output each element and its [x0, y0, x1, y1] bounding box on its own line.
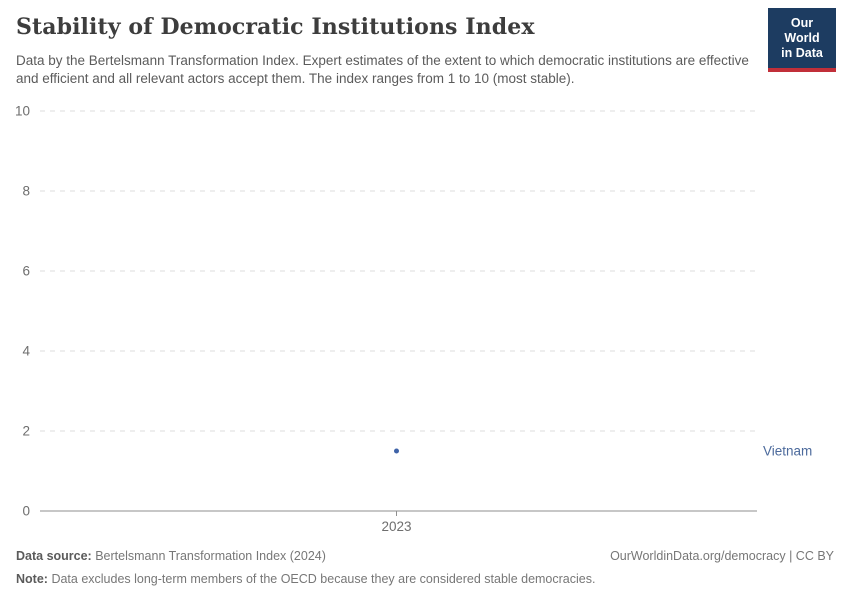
entity-label-vietnam[interactable]: Vietnam	[763, 444, 812, 459]
y-tick-label-6: 6	[22, 264, 30, 279]
license-link[interactable]: OurWorldinData.org/democracy | CC BY	[610, 549, 834, 563]
data-source-label: Data source:	[16, 549, 92, 563]
data-point-vietnam[interactable]	[394, 448, 399, 454]
y-tick-label-2: 2	[22, 424, 30, 439]
y-tick-label-4: 4	[22, 344, 30, 359]
x-tick-label-2023: 2023	[381, 519, 411, 534]
chart-svg: 0 2 4 6 8 10 2023 Vietnam	[15, 104, 812, 535]
plot-area: 0 2 4 6 8 10 2023 Vietnam	[0, 95, 850, 540]
y-tick-label-0: 0	[22, 504, 30, 519]
y-tick-label-8: 8	[22, 184, 30, 199]
note-label: Note:	[16, 572, 48, 587]
note-line: Note: Data excludes long-term members of…	[16, 571, 834, 587]
y-tick-label-10: 10	[15, 104, 30, 119]
data-source-value: Bertelsmann Transformation Index (2024)	[95, 549, 326, 563]
owid-logo-line1: Our World	[784, 16, 820, 45]
chart-footer: Data source: Bertelsmann Transformation …	[16, 548, 834, 588]
chart-title: Stability of Democratic Institutions Ind…	[16, 14, 535, 40]
owid-logo: Our World in Data	[768, 8, 836, 72]
chart-subtitle: Data by the Bertelsmann Transformation I…	[16, 53, 749, 86]
data-source-line: Data source: Bertelsmann Transformation …	[16, 548, 326, 564]
note-value: Data excludes long-term members of the O…	[51, 572, 596, 587]
owid-logo-line2: in Data	[781, 46, 823, 60]
